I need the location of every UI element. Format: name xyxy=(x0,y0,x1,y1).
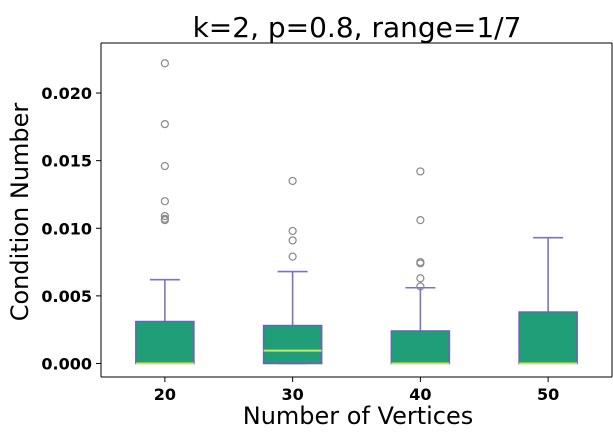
outlier-point xyxy=(416,274,425,283)
x-tick-label: 20 xyxy=(154,385,176,404)
outlier-point xyxy=(288,176,297,186)
outlier-point xyxy=(160,120,169,129)
outlier-point xyxy=(416,216,425,225)
box-group-30 xyxy=(262,176,323,365)
box xyxy=(262,324,323,365)
outlier-point xyxy=(160,161,169,171)
outlier-point xyxy=(288,236,297,245)
outlier-point xyxy=(288,226,297,236)
y-tick-label: 0.010 xyxy=(41,219,92,238)
box-group-40 xyxy=(390,167,451,365)
y-tick-label: 0.020 xyxy=(41,84,92,103)
outlier-point xyxy=(160,197,169,206)
box xyxy=(135,320,195,365)
x-tick-label: 50 xyxy=(537,385,559,404)
outlier-point xyxy=(288,252,297,261)
outlier-point xyxy=(160,59,169,68)
outlier-point xyxy=(416,259,425,268)
box-group-50 xyxy=(518,236,578,365)
box xyxy=(518,311,578,365)
box xyxy=(390,330,451,365)
outlier-point xyxy=(416,167,425,176)
x-tick-label: 40 xyxy=(409,385,431,404)
y-tick-label: 0.005 xyxy=(41,287,92,306)
x-tick-label: 30 xyxy=(281,385,303,404)
chart-title: k=2, p=0.8, range=1/7 xyxy=(193,11,522,44)
x-axis-label: Number of Vertices xyxy=(243,402,474,430)
outlier-point xyxy=(416,282,425,291)
y-tick-label: 0.015 xyxy=(41,152,92,171)
y-tick-label: 0.000 xyxy=(41,354,92,373)
box-group-20 xyxy=(135,59,195,365)
outlier-point xyxy=(160,211,169,221)
y-axis-label: Condition Number xyxy=(6,103,34,322)
plot-area: 0.000 0.005 0.010 0.015 0.020 20 30 40 50 xyxy=(41,42,613,404)
outlier-point xyxy=(160,216,169,225)
